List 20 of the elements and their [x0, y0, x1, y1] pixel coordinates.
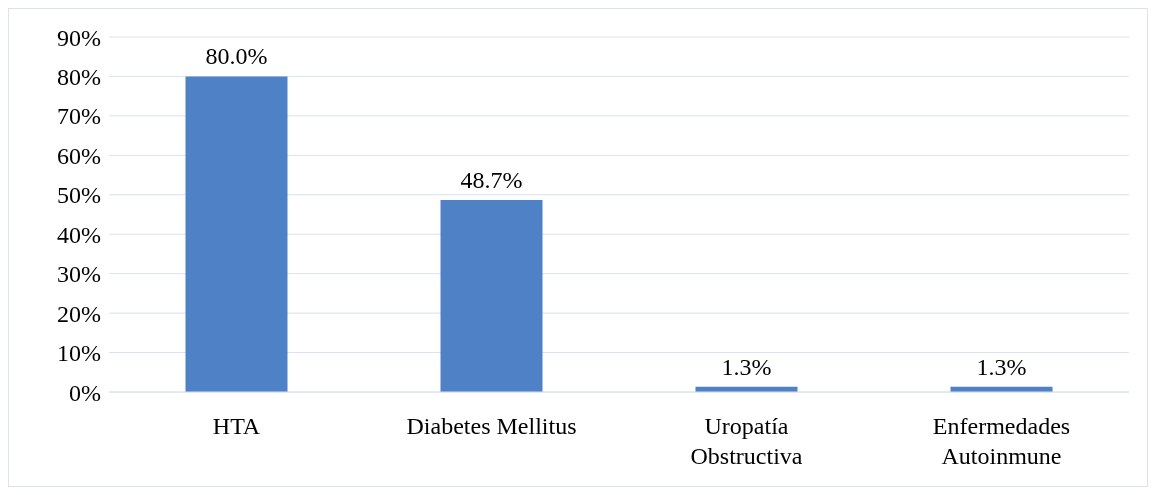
y-tick-label: 50%: [57, 182, 101, 209]
data-label: 1.3%: [976, 353, 1027, 380]
y-tick-label: 60%: [57, 142, 101, 169]
data-label: 80.0%: [205, 43, 268, 70]
bar: [440, 199, 543, 392]
x-tick-label: Uropatía Obstructiva: [690, 413, 803, 469]
data-label: 48.7%: [460, 166, 523, 193]
data-label: 1.3%: [721, 353, 772, 380]
y-tick-label: 70%: [57, 103, 101, 130]
y-tick-label: 40%: [57, 221, 101, 248]
y-tick-label: 10%: [57, 340, 101, 367]
y-tick-label: 80%: [57, 63, 101, 90]
y-tick-label: 30%: [57, 261, 101, 288]
y-tick-label: 0%: [69, 379, 101, 406]
y-tick-label: 90%: [57, 24, 101, 51]
x-tick-label: Enfermedades Autoinmune: [932, 413, 1071, 469]
x-tick-label: HTA: [212, 413, 261, 439]
y-tick-label: 20%: [57, 300, 101, 327]
x-tick-label: Diabetes Mellitus: [406, 413, 577, 439]
bar: [185, 76, 288, 392]
